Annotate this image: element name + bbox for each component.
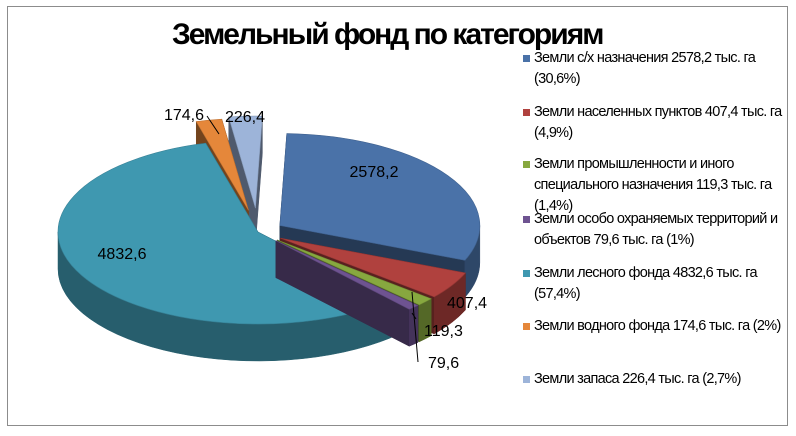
legend-swatch [523, 323, 530, 330]
legend-item: Земли лесного фонда 4832,6 тыс. га (57,4… [523, 263, 785, 305]
pie-slice [280, 237, 466, 298]
data-label: 226,4 [225, 109, 265, 126]
legend-label: Земли с/х назначения 2578,2 тыс. га (30,… [534, 50, 756, 87]
pie-slice [228, 115, 263, 209]
data-label: 4832,6 [98, 246, 147, 263]
pie-slice [195, 118, 249, 211]
legend-item: Земли населенных пунктов 407,4 тыс. га (… [523, 102, 785, 144]
chart-title: Земельный фонд по категориям [172, 18, 604, 51]
legend-swatch [523, 216, 530, 223]
data-label: 79,6 [428, 355, 459, 372]
legend-swatch [523, 376, 530, 383]
legend-label: Земли населенных пунктов 407,4 тыс. га (… [534, 104, 782, 141]
legend-swatch [523, 161, 530, 168]
legend-item: Земли водного фонда 174,6 тыс. га (2%) [523, 316, 785, 337]
legend-item: Земли запаса 226,4 тыс. га (2,7%) [523, 369, 785, 390]
data-label: 119,3 [424, 323, 463, 340]
legend-label: Земли особо охраняемых территорий и объе… [534, 211, 778, 248]
data-label: 174,6 [164, 107, 204, 124]
data-label-leader [206, 115, 220, 135]
legend-label: Земли лесного фонда 4832,6 тыс. га (57,4… [534, 265, 758, 302]
data-label-leader [411, 291, 419, 363]
data-label: 407,4 [447, 295, 487, 312]
legend-label: Земли промышленности и иного специальног… [534, 156, 772, 214]
legend-item: Земли с/х назначения 2578,2 тыс. га (30,… [523, 48, 785, 90]
legend-swatch [523, 270, 530, 277]
legend-item: Земли особо охраняемых территорий и объе… [523, 209, 785, 251]
legend-swatch [523, 109, 530, 116]
data-label: 2578,2 [350, 164, 399, 181]
pie-slice [279, 133, 481, 261]
legend-item: Земли промышленности и иного специальног… [523, 154, 785, 217]
legend-label: Земли запаса 226,4 тыс. га (2,7%) [534, 371, 741, 387]
legend-label: Земли водного фонда 174,6 тыс. га (2%) [534, 318, 781, 334]
legend-swatch [523, 55, 530, 62]
pie-slice [277, 239, 432, 306]
